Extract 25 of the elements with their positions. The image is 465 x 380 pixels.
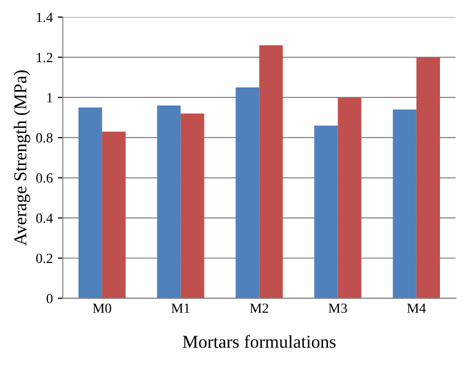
- y-tick-label: 1.2: [36, 52, 52, 62]
- bar: [392, 109, 416, 298]
- y-tick-label: 0.4: [36, 214, 53, 223]
- x-tick-label: M4: [407, 304, 426, 313]
- y-tick-label: 0.2: [36, 254, 52, 264]
- y-tick-label: 0.8: [36, 133, 53, 143]
- bar: [180, 114, 204, 298]
- bar: [314, 126, 338, 298]
- x-tick-label: M2: [250, 304, 268, 313]
- x-tick-label: M1: [171, 304, 190, 313]
- bar: [157, 105, 181, 298]
- x-tick-label: M0: [92, 304, 112, 313]
- y-tick-label: 0: [46, 294, 53, 304]
- x-tick-label: M3: [328, 304, 347, 313]
- bar: [338, 97, 362, 298]
- x-axis-title: Mortars formulations: [182, 335, 336, 348]
- bar: [78, 107, 102, 298]
- y-tick-label: 0.6: [36, 173, 53, 183]
- bar: [259, 45, 283, 298]
- bar: [102, 132, 126, 298]
- y-tick-label: 1: [47, 93, 52, 102]
- y-axis-title: Average Strength (MPa): [14, 70, 30, 246]
- y-tick-label: 1.4: [36, 12, 53, 22]
- bar: [416, 57, 440, 298]
- bar: [236, 87, 260, 298]
